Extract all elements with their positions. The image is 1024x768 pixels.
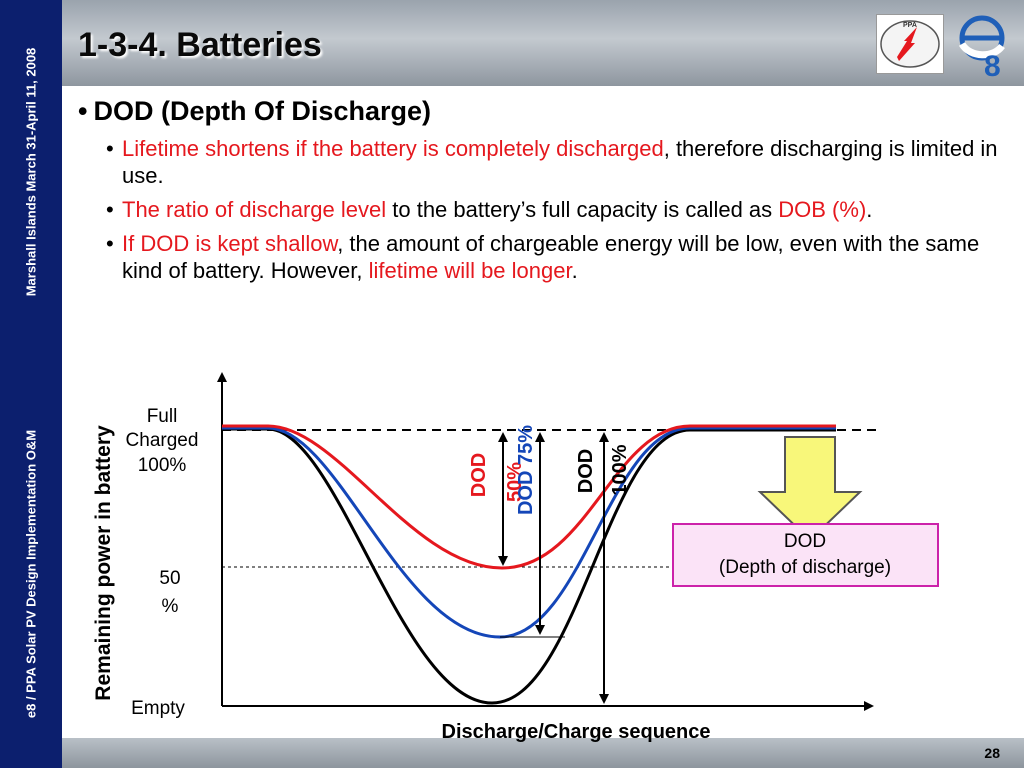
ppa-logo: PPA: [876, 14, 944, 74]
dod-legend-box: [672, 523, 939, 587]
level-full-label-1: Full: [147, 406, 178, 427]
sub-bullet-lifetime-rest: , therefore discharging is limited in us…: [122, 136, 998, 188]
dod-50-label-2: 50%: [504, 462, 526, 502]
header-band: [62, 0, 1024, 86]
sub-bullet-ratio-red1: The ratio of discharge level: [122, 197, 387, 222]
level-half-label-1: 50: [159, 568, 180, 589]
sub-bullet-lifetime: • Lifetime shortens if the battery is com…: [106, 136, 998, 188]
level-full-label-2: Charged: [126, 430, 199, 451]
e8-logo: 8: [950, 8, 1016, 83]
curve-dod-100: [222, 427, 836, 705]
sidebar: Marshall Islands March 31-April 11, 2008…: [0, 0, 62, 768]
level-empty-label: Empty: [131, 698, 185, 719]
sub-bullet-ratio: • The ratio of discharge level to the bat…: [106, 197, 873, 222]
level-full-label-3: 100%: [138, 455, 187, 476]
sub-bullet-ratio-red2: DOB (%): [778, 197, 867, 222]
sub-bullet-shallow-red2: lifetime will be longer: [368, 258, 572, 283]
sub-bullet-shallow-mid: , the amount of chargeable energy will b…: [122, 231, 980, 283]
level-half-label-2: %: [162, 596, 179, 617]
page-number: 28: [984, 745, 1000, 761]
dod-legend-text-2: (Depth of discharge): [719, 557, 891, 578]
footer-band: [62, 738, 1024, 768]
x-axis-label: Discharge/Charge sequence: [442, 721, 711, 743]
sub-bullet-shallow-red1: If DOD is kept shallow: [122, 231, 338, 256]
down-arrow-icon: [757, 436, 863, 542]
y-axis-label: Remaining power in battery: [92, 425, 115, 701]
dod-legend-text-1: DOD: [784, 531, 826, 552]
sub-bullet-lifetime-red: Lifetime shortens if the battery is comp…: [122, 136, 664, 161]
svg-text:PPA: PPA: [903, 22, 917, 29]
dod-75-label: DOD 75%: [515, 425, 537, 515]
dod-100-label-1: DOD: [575, 449, 597, 493]
dod-50-label-1: DOD: [468, 453, 490, 497]
curve-dod-50: [222, 424, 836, 570]
sub-bullet-ratio-mid: to the battery’s full capacity is called…: [386, 197, 779, 222]
slide-title: 1-3-4. Batteries: [78, 26, 322, 64]
bullet-content: • DOD (Depth Of Discharge) • Lifetime shor…: [78, 96, 1008, 291]
svg-text:8: 8: [984, 50, 1001, 80]
dod-100-label-2: 100%: [609, 444, 631, 495]
sub-bullet-ratio-end: .: [866, 197, 873, 222]
main-bullet-text: DOD (Depth Of Discharge): [93, 96, 431, 126]
sub-bullet-shallow: • If DOD is kept shallow, the amount of c…: [106, 231, 980, 283]
sub-bullet-shallow-end: .: [571, 258, 578, 283]
main-bullet: • DOD (Depth Of Discharge): [78, 96, 431, 126]
